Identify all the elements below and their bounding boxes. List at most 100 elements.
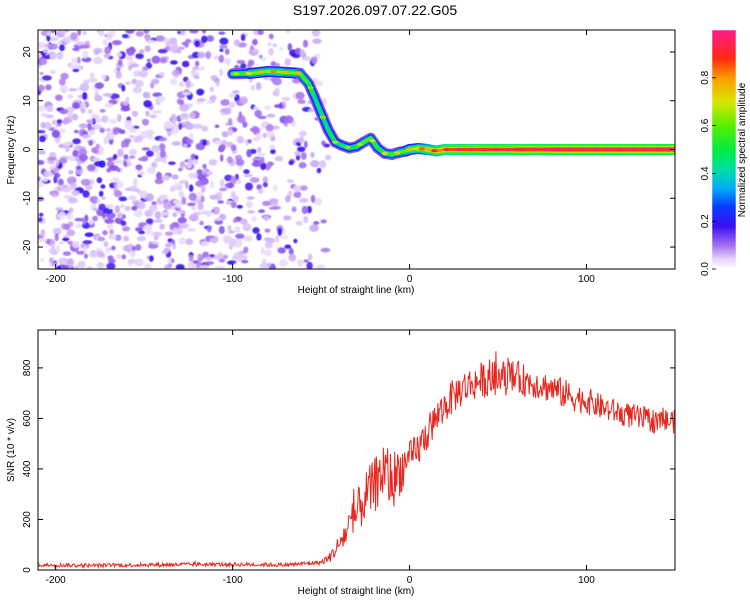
noise-blob [231,238,236,247]
signal-track-peak [418,147,426,151]
noise-blob [102,211,106,219]
noise-blob [188,254,194,262]
noise-blob [266,162,273,168]
noise-blob [63,195,73,199]
noise-blob [247,59,255,67]
noise-blob [84,232,94,237]
noise-blob [226,156,233,164]
noise-blob [233,252,242,260]
noise-blob [117,148,124,157]
noise-blob [177,217,187,224]
noise-blob [314,80,324,87]
noise-blob [70,266,75,269]
noise-blob [230,176,237,185]
snr-frame [37,329,676,571]
noise-blob [285,195,291,203]
spectrogram-x-ticks: -200 -100 0 100 [46,30,595,285]
noise-blob [217,191,223,198]
noise-blob [168,161,176,165]
noise-blob [287,43,293,51]
noise-blob [66,212,74,220]
noise-blob [104,102,114,108]
noise-blob [96,261,105,269]
noise-blob [144,209,154,217]
noise-blob [310,160,320,168]
noise-blob [281,96,291,101]
noise-blob [116,113,122,123]
signal-track-segment [307,82,316,98]
noise-blob [256,233,262,241]
noise-blob [149,255,154,262]
noise-blob [68,170,74,175]
noise-blob [110,233,117,241]
noise-blob [148,243,157,249]
noise-blob [97,236,106,242]
noise-blob [75,223,82,229]
noise-blob [98,160,106,168]
noise-blob [92,124,103,130]
noise-blob [58,78,66,86]
noise-blob [306,205,312,214]
noise-blob [223,107,232,115]
noise-blob [59,241,64,245]
noise-blob [296,220,303,226]
signal-track-peak [257,70,265,74]
noise-blob [122,34,129,39]
noise-blob [50,70,56,74]
noise-blob [235,179,242,184]
noise-blob [219,154,224,162]
noise-blob [59,85,68,93]
noise-blob [209,86,215,93]
signal-track-peak [641,147,649,152]
noise-blob [44,114,54,119]
noise-blob [153,158,164,162]
noise-blob [236,204,243,209]
noise-blob [239,96,248,105]
noise-blob [195,142,206,151]
noise-blob [76,250,85,255]
noise-blob [50,263,57,267]
noise-blob [224,48,230,55]
noise-blob [287,179,294,183]
y-tick-label: 800 [22,359,33,376]
noise-blob [213,254,224,261]
noise-blob [133,178,138,187]
signal-track-peak [294,71,302,75]
noise-blob [180,30,185,35]
noise-blob [208,159,218,166]
noise-blob [135,53,144,60]
noise-blob [251,125,259,133]
noise-blob [86,164,96,172]
noise-blob [158,72,166,77]
noise-blob [320,247,331,253]
noise-blob [228,230,235,234]
noise-blob [106,262,116,269]
noise-blob [138,69,149,78]
noise-blob [134,79,144,88]
noise-blob [297,99,306,105]
noise-blob [92,56,103,65]
noise-blob [301,56,312,61]
noise-blob [38,51,41,59]
noise-blob [82,240,93,245]
noise-blob [39,135,46,143]
noise-blob [135,227,143,232]
noise-blob [91,157,101,161]
noise-blob [250,84,255,91]
noise-blob [164,264,169,269]
noise-blob [224,235,233,244]
noise-blob [201,35,208,43]
noise-blob [72,150,79,157]
noise-blob [82,92,88,100]
noise-blob [38,149,46,155]
noise-blob [134,136,143,143]
noise-blob [146,58,151,63]
noise-blob [146,218,154,225]
noise-blob [260,57,267,61]
noise-blob [159,211,170,216]
noise-blob [55,207,64,212]
noise-blob [188,184,194,192]
noise-blob [107,258,116,264]
spectrogram-x-label: Height of straight line (km) [298,285,415,296]
noise-blob [38,217,43,222]
